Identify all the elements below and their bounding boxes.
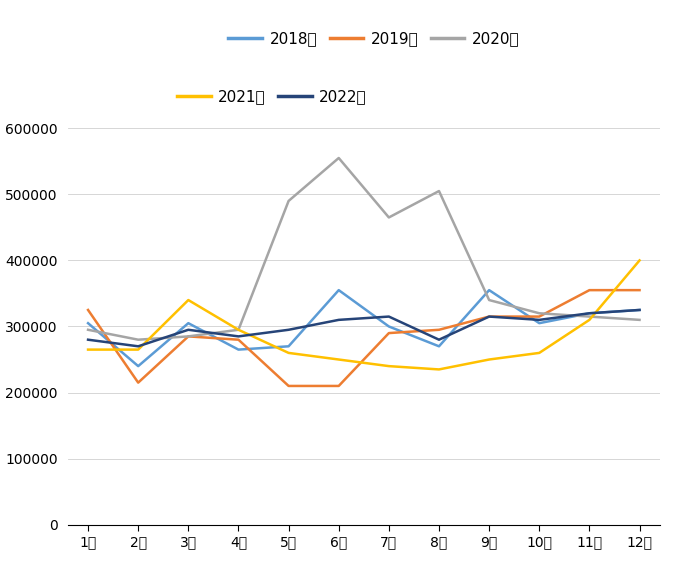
Legend: 2021年, 2022年: 2021年, 2022年: [171, 83, 373, 111]
Legend: 2018年, 2019年, 2020年: 2018年, 2019年, 2020年: [222, 25, 526, 52]
